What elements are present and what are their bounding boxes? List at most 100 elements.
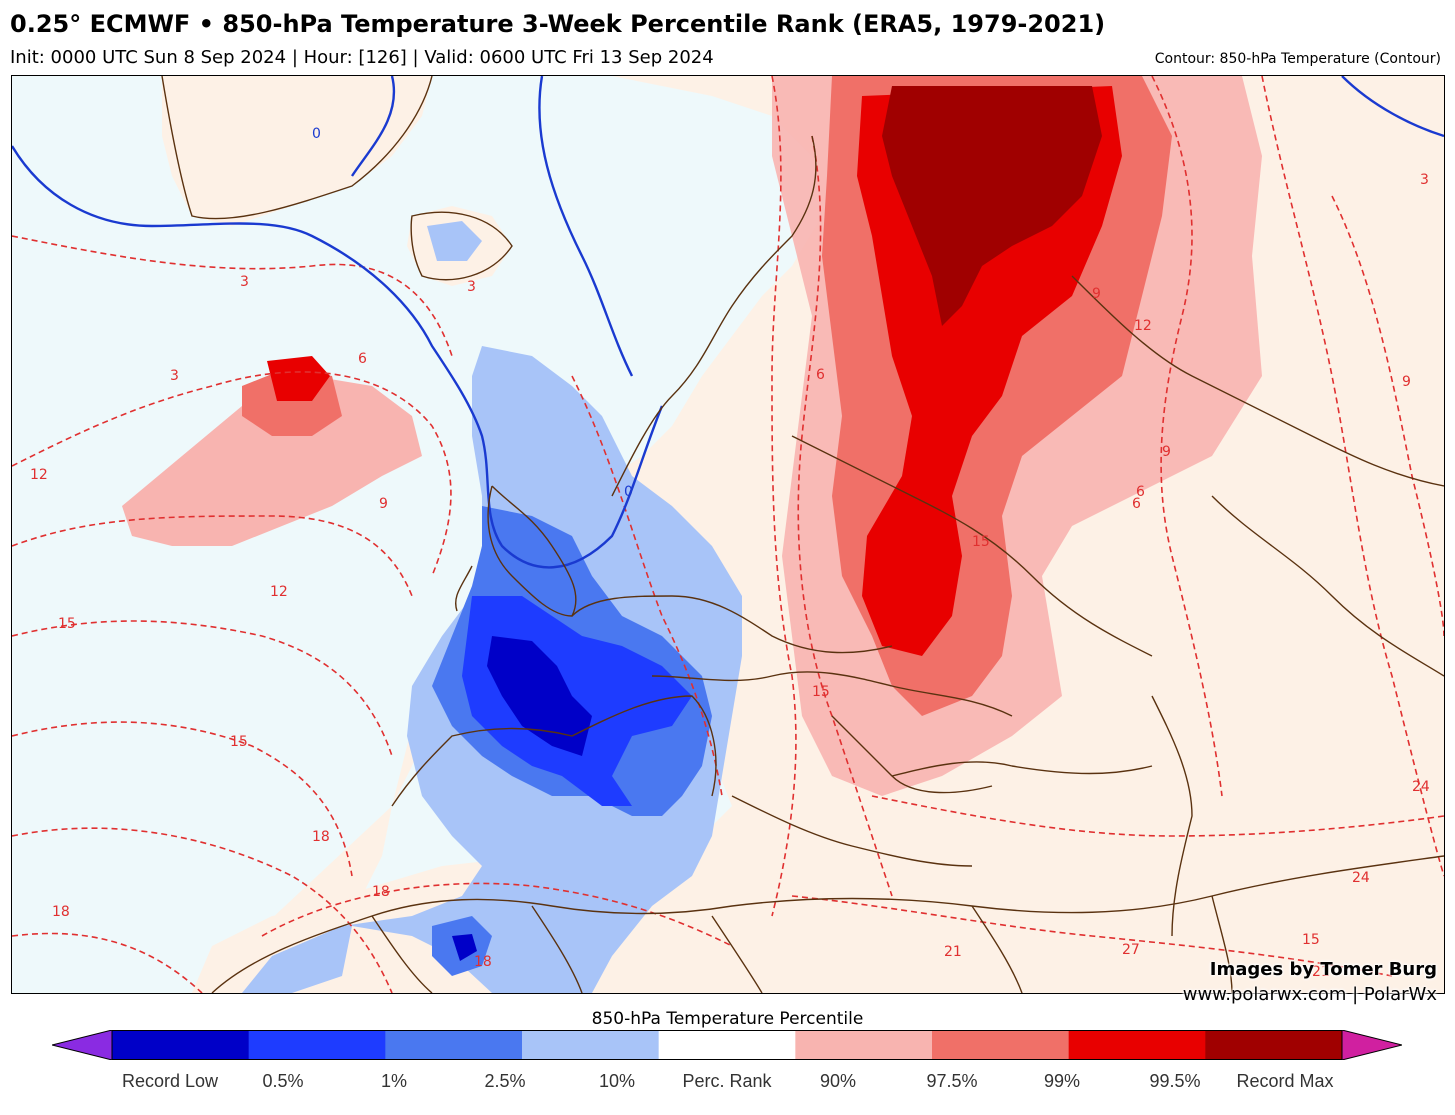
contour-label: 9	[1402, 374, 1411, 390]
contour-line	[351, 76, 395, 177]
land-greenland	[162, 76, 432, 226]
contour-line	[1341, 76, 1444, 138]
credit-website: www.polarwx.com | PolarWx	[1182, 984, 1437, 1005]
coastline	[391, 695, 717, 807]
contour-label: 18	[52, 904, 70, 920]
contour-label: 6	[1132, 496, 1141, 512]
colorbar-segments	[52, 1030, 1402, 1060]
border	[731, 795, 973, 867]
weather-map: 3 3 6 6 9 9 12 12 15 15 15 18 18 18 21 2…	[12, 76, 1444, 993]
contour-line	[12, 827, 393, 993]
contour-label: 9	[1162, 444, 1171, 460]
contour-label: 3	[467, 279, 476, 295]
temperature-contours	[12, 76, 1444, 993]
coastline-caspian	[1151, 695, 1193, 937]
contour-label: 18	[474, 954, 492, 970]
colorbar-segment	[1205, 1030, 1343, 1060]
contour-label: 15	[230, 734, 248, 750]
colorbar-segment	[522, 1030, 660, 1060]
contour-label: 15	[58, 616, 76, 632]
contour-label: 6	[816, 367, 825, 383]
contour-label: 24	[1352, 870, 1370, 886]
cold-anomaly-sahara-dark	[452, 934, 477, 961]
border	[531, 905, 583, 993]
coastline	[410, 211, 513, 281]
contour-label: 9	[1092, 286, 1101, 302]
atlantic-warm-spot	[122, 376, 422, 546]
colorbar-segment	[932, 1030, 1070, 1060]
coastline	[487, 485, 577, 617]
zero-degree-contour	[12, 76, 1444, 569]
contour-label: 0	[312, 126, 321, 142]
contour-label: 6	[358, 351, 367, 367]
contour-label: 21	[944, 944, 962, 960]
map-panel: 3 3 6 6 9 9 12 12 15 15 15 18 18 18 21 2…	[11, 75, 1445, 994]
contour-label: 9	[379, 496, 388, 512]
colorbar-label: 0.5%	[262, 1071, 304, 1091]
contour-label: 27	[1122, 942, 1140, 958]
map-title: 0.25° ECMWF • 850-hPa Temperature 3-Week…	[10, 10, 1106, 38]
borders	[161, 76, 1444, 993]
colorbar-outline	[111, 1030, 1343, 1060]
iceland-cold	[427, 221, 482, 261]
colorbar-segment	[385, 1030, 523, 1060]
contour-note: Contour: 850-hPa Temperature (Contour)	[1154, 51, 1441, 67]
contour-line	[538, 76, 634, 377]
map-subtitle: Init: 0000 UTC Sun 8 Sep 2024 | Hour: [1…	[10, 47, 714, 68]
contour-label: 3	[240, 274, 249, 290]
colorbar-segment	[248, 1030, 386, 1060]
border	[971, 905, 1023, 993]
contour-label: 21	[1312, 964, 1330, 980]
credit-author: Images by Tomer Burg	[1209, 959, 1437, 980]
contour-label: 0	[624, 484, 633, 500]
contour-line	[1261, 76, 1444, 877]
colorbar-label: Record Max	[1236, 1071, 1334, 1091]
contour-line	[1331, 195, 1444, 637]
contour-label: 18	[312, 829, 330, 845]
colorbar-label: 90%	[819, 1071, 857, 1091]
border	[791, 435, 1153, 657]
coastline	[455, 565, 473, 612]
contour-line	[12, 721, 353, 877]
contour-line	[12, 932, 203, 993]
warm-anomaly-dark	[882, 86, 1102, 326]
colorbar-label: 10%	[598, 1071, 636, 1091]
contour-line	[791, 895, 1393, 977]
colorbar	[52, 1030, 1402, 1060]
contour-label: 12	[270, 584, 288, 600]
contour-label: 15	[812, 684, 830, 700]
colorbar-label: 99%	[1043, 1071, 1081, 1091]
contour-line	[12, 235, 453, 357]
contour-line	[12, 371, 452, 577]
border	[711, 915, 763, 993]
colorbar-label: 1%	[380, 1071, 408, 1091]
contour-line	[871, 795, 1444, 837]
border	[1211, 895, 1233, 993]
colorbar-segment	[1068, 1030, 1206, 1060]
contour-line	[797, 135, 893, 897]
border	[1211, 495, 1444, 677]
colorbar-segment	[658, 1030, 796, 1060]
colorbar-label: 99.5%	[1149, 1071, 1201, 1091]
border	[571, 595, 893, 654]
border	[371, 915, 433, 993]
contour-label: 3	[1420, 172, 1429, 188]
border	[651, 671, 1013, 717]
contour-label: 15	[1302, 932, 1320, 948]
coastline	[611, 135, 817, 497]
contour-label: 18	[372, 884, 390, 900]
colorbar-label: Perc. Rank	[682, 1071, 772, 1091]
colorbar-label: Record Low	[121, 1071, 219, 1091]
cold-anomaly-dark	[487, 636, 592, 756]
coastline	[161, 76, 433, 220]
contour-line	[771, 76, 797, 917]
colorbar-segment	[112, 1030, 250, 1060]
contour-label: 12	[1134, 318, 1152, 334]
colorbar-segment	[795, 1030, 933, 1060]
contour-labels: 3 3 6 6 9 9 12 12 15 15 15 18 18 18 21 2…	[30, 126, 1430, 980]
coastline-black-sea	[891, 761, 1153, 777]
contour-label: 3	[170, 368, 179, 384]
colorbar-segment-record-low	[52, 1030, 113, 1060]
border	[1071, 275, 1444, 487]
colorbar-label: 2.5%	[484, 1071, 526, 1091]
